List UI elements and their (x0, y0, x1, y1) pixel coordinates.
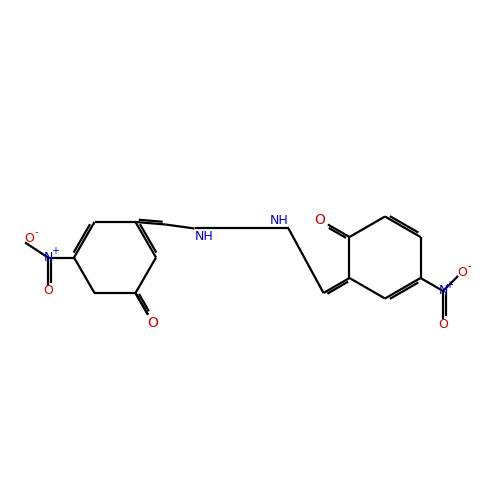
Text: NH: NH (270, 214, 288, 227)
Text: O: O (457, 266, 467, 278)
Text: -: - (34, 228, 38, 237)
Text: -: - (468, 261, 471, 271)
Text: O: O (314, 213, 326, 227)
Text: N: N (44, 251, 52, 264)
Text: +: + (51, 246, 59, 256)
Text: O: O (43, 284, 53, 297)
Text: O: O (438, 318, 448, 330)
Text: O: O (148, 316, 158, 330)
Text: O: O (24, 232, 34, 245)
Text: N: N (438, 284, 448, 298)
Text: +: + (446, 280, 454, 290)
Text: NH: NH (195, 230, 214, 243)
